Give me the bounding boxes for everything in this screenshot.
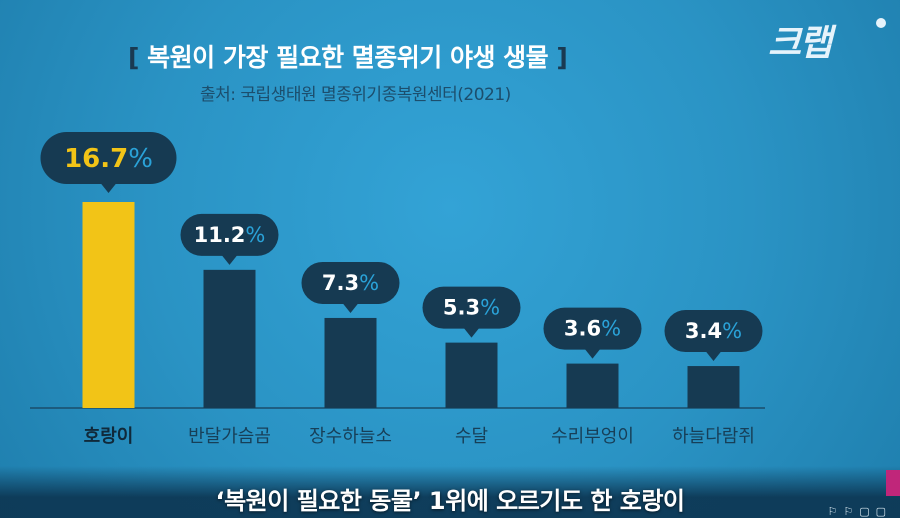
category-label: 반달가슴곰 xyxy=(188,426,271,447)
player-controls-icon: ⚐⚐▢▢ xyxy=(827,505,892,518)
value-label: 7.3% xyxy=(322,271,379,295)
value-label: 3.4% xyxy=(685,319,742,343)
value-label: 5.3% xyxy=(443,296,500,320)
value-number: 7.3 xyxy=(322,271,359,295)
category-label: 장수하늘소 xyxy=(309,426,392,447)
bubble-pointer xyxy=(463,327,480,338)
video-subtitle: ‘복원이 필요한 동물’ 1위에 오르기도 한 호랑이 xyxy=(215,487,685,515)
bar xyxy=(566,363,619,408)
value-unit: % xyxy=(480,296,500,320)
value-label-bubble: 11.2% xyxy=(180,213,279,265)
bubble-body xyxy=(301,261,400,304)
category-label: 수리부엉이 xyxy=(551,426,634,447)
title-text: 복원이 가장 필요한 멸종위기 야생 생물 xyxy=(147,43,549,72)
logo-text: 크랩 xyxy=(768,23,832,64)
value-label-bubble: 3.4% xyxy=(664,310,763,362)
bar-chart: 16.7% 호랑이 11.2% 반달가슴곰 7.3% 장수하늘소 5.3% 수달 3.6% 수리부… xyxy=(30,132,765,447)
value-label-bubble: 3.6% xyxy=(543,307,642,359)
bubble-body xyxy=(543,307,642,350)
value-unit: % xyxy=(359,271,379,295)
bubble-pointer xyxy=(584,348,601,359)
value-label-bubble: 7.3% xyxy=(301,261,400,313)
value-label: 11.2% xyxy=(194,223,266,247)
category-label: 호랑이 xyxy=(84,426,134,447)
bar xyxy=(445,342,498,408)
bubble-pointer xyxy=(342,302,359,313)
value-number: 11.2 xyxy=(194,223,246,247)
value-label: 16.7% xyxy=(64,144,153,174)
value-unit: % xyxy=(722,319,742,343)
value-label: 3.6% xyxy=(564,317,621,341)
bar xyxy=(324,317,377,408)
bar xyxy=(203,269,256,408)
value-number: 5.3 xyxy=(443,296,480,320)
value-unit: % xyxy=(128,144,153,174)
value-label-bubble: 16.7% xyxy=(40,132,177,193)
value-unit: % xyxy=(601,317,621,341)
bar xyxy=(687,366,740,408)
category-label: 하늘다람쥐 xyxy=(672,426,755,447)
value-number: 3.6 xyxy=(564,317,601,341)
title-bracket-close: ] xyxy=(556,43,568,72)
bubble-pointer xyxy=(221,254,238,265)
value-unit: % xyxy=(245,223,265,247)
bubble-body xyxy=(180,213,279,256)
bubble-pointer xyxy=(705,351,722,362)
chart-title: [ 복원이 가장 필요한 멸종위기 야생 생물 ] xyxy=(128,38,568,74)
title-bracket-open: [ xyxy=(128,43,139,72)
bubble-body xyxy=(664,310,763,353)
value-label-bubble: 5.3% xyxy=(422,286,521,338)
logo-dot-icon xyxy=(876,18,886,28)
bubble-body xyxy=(422,286,521,329)
bubble-body xyxy=(40,132,177,184)
bar xyxy=(82,202,135,408)
value-number: 16.7 xyxy=(64,144,128,174)
category-label: 수달 xyxy=(455,426,488,447)
channel-badge-icon xyxy=(886,470,900,496)
bubble-pointer xyxy=(100,183,117,193)
subtitle-bar xyxy=(0,466,900,518)
value-number: 3.4 xyxy=(685,319,722,343)
source-text: 출처: 국립생태원 멸종위기종복원센터(2021) xyxy=(200,85,511,105)
